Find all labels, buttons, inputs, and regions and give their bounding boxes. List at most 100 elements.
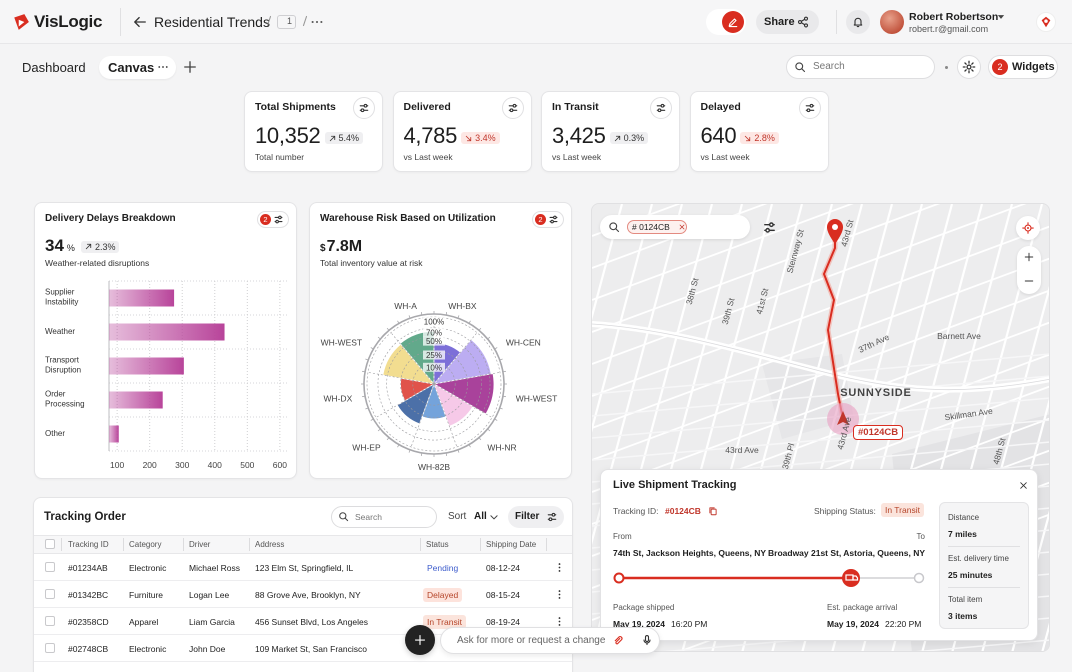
ring-tick xyxy=(386,327,390,331)
radial-grid xyxy=(412,362,456,406)
warehouse-value-row: $7.8M xyxy=(320,238,362,256)
ring-tick xyxy=(377,428,381,432)
row-menu[interactable] xyxy=(554,616,565,627)
share-button[interactable] xyxy=(756,10,819,34)
filter-icon xyxy=(549,215,558,224)
stat-divider xyxy=(948,546,1020,547)
table-cell: #01234AB xyxy=(68,563,108,573)
ring-tick xyxy=(502,370,506,373)
bar xyxy=(109,425,119,443)
stat-value: 25 minutes xyxy=(948,570,993,580)
table-cell: 456 Sunset Blvd, Los Angeles xyxy=(255,617,368,627)
filter-button[interactable] xyxy=(508,506,564,528)
card-controls[interactable] xyxy=(532,211,564,228)
kpi-settings[interactable] xyxy=(650,97,672,119)
brand-logo xyxy=(14,14,29,30)
row-checkbox[interactable] xyxy=(45,643,55,653)
edit-icon xyxy=(728,18,738,28)
kpi-card: Total Shipments 10,352 5.4% Total number xyxy=(244,91,383,172)
table-cell: Michael Ross xyxy=(189,563,241,573)
copy-button[interactable] xyxy=(708,506,718,516)
version-badge xyxy=(277,15,296,29)
ring-tick xyxy=(365,407,369,410)
more-button[interactable] xyxy=(310,15,324,29)
kpi-change: 5.4% xyxy=(324,132,364,144)
bar xyxy=(109,323,225,341)
delays-value-row: 34% 2.3% xyxy=(45,236,120,256)
tab-menu[interactable] xyxy=(157,61,169,73)
select-all[interactable] xyxy=(45,539,55,549)
column-header: Address xyxy=(255,540,285,549)
table-search[interactable] xyxy=(331,506,437,528)
bell-icon xyxy=(853,17,863,28)
user-menu-caret[interactable] xyxy=(996,12,1006,22)
table-cell: 08-19-24 xyxy=(486,617,521,627)
row-menu[interactable] xyxy=(554,562,565,573)
notifications-button[interactable] xyxy=(846,10,870,34)
ring-tick xyxy=(478,437,482,441)
ring-tick xyxy=(499,358,503,361)
close-button[interactable] xyxy=(1019,481,1028,490)
kpi-value: 3,425 xyxy=(552,123,606,148)
progress-start xyxy=(613,572,625,584)
filter-icon xyxy=(656,103,666,113)
tab[interactable]: Dashboard xyxy=(22,60,86,75)
mic-icon[interactable] xyxy=(641,634,653,646)
tab-active[interactable] xyxy=(99,56,176,79)
table-cell: Liam Garcia xyxy=(189,617,235,627)
spoke xyxy=(375,383,435,418)
map-filter[interactable] xyxy=(762,220,777,235)
row-checkbox[interactable] xyxy=(45,616,55,626)
spoke xyxy=(433,383,493,418)
settings-button[interactable] xyxy=(957,55,981,79)
category-label: WH-A xyxy=(394,301,417,311)
attach-icon[interactable] xyxy=(613,634,625,646)
zoom-out[interactable] xyxy=(1024,276,1034,286)
tick-label-bg xyxy=(423,317,445,326)
row-checkbox[interactable] xyxy=(45,562,55,572)
category-label: WH-NR xyxy=(487,443,516,453)
spoke xyxy=(410,383,435,448)
ring-tick xyxy=(487,336,491,340)
delays-card: Delivery Delays Breakdown 2 34% 2.3% Weather… xyxy=(34,202,297,479)
tag-remove[interactable] xyxy=(678,223,686,231)
edit-button[interactable] xyxy=(722,11,744,33)
row-checkbox[interactable] xyxy=(45,589,55,599)
street xyxy=(592,397,1049,439)
ring-tick xyxy=(468,444,471,448)
trend-arrow xyxy=(614,135,620,141)
brand-name: VisLogic xyxy=(34,12,103,31)
ask-bar[interactable] xyxy=(440,627,660,654)
sort-value[interactable]: All xyxy=(474,511,487,522)
search-icon xyxy=(339,512,349,522)
back-button[interactable] xyxy=(133,15,147,29)
kpi-settings[interactable] xyxy=(798,97,821,119)
warehouse-note: Total inventory value at risk xyxy=(320,258,423,268)
street-label: Barnett Ave xyxy=(937,331,981,341)
zoom-in[interactable] xyxy=(1024,252,1034,262)
table-cell: #02358CD xyxy=(68,617,109,627)
ring-tick xyxy=(362,395,366,398)
search-box[interactable] xyxy=(786,55,935,79)
change-value: 0.3% xyxy=(623,133,645,143)
ring-tick xyxy=(420,312,423,316)
radial-tick-label: 70% xyxy=(426,328,442,337)
column-divider xyxy=(183,538,184,551)
add-tab[interactable] xyxy=(183,60,197,74)
separator xyxy=(266,15,272,27)
street xyxy=(592,225,1049,397)
progress xyxy=(613,569,925,587)
search-icon xyxy=(795,62,806,73)
truck-icon xyxy=(852,575,859,581)
field-label: Shipping Status: xyxy=(814,506,876,516)
card-controls[interactable] xyxy=(257,211,289,228)
kpi-settings[interactable] xyxy=(353,97,375,119)
category-label: Weather xyxy=(45,326,76,336)
kpi-value-row: 10,352 5.4% xyxy=(255,123,364,149)
ring-tick xyxy=(362,370,366,373)
kpi-settings[interactable] xyxy=(501,97,524,119)
street-label: SUNNYSIDE xyxy=(840,387,911,399)
category-label: WH-WEST xyxy=(321,338,363,348)
polar-sector xyxy=(432,373,495,415)
row-menu[interactable] xyxy=(554,589,565,600)
